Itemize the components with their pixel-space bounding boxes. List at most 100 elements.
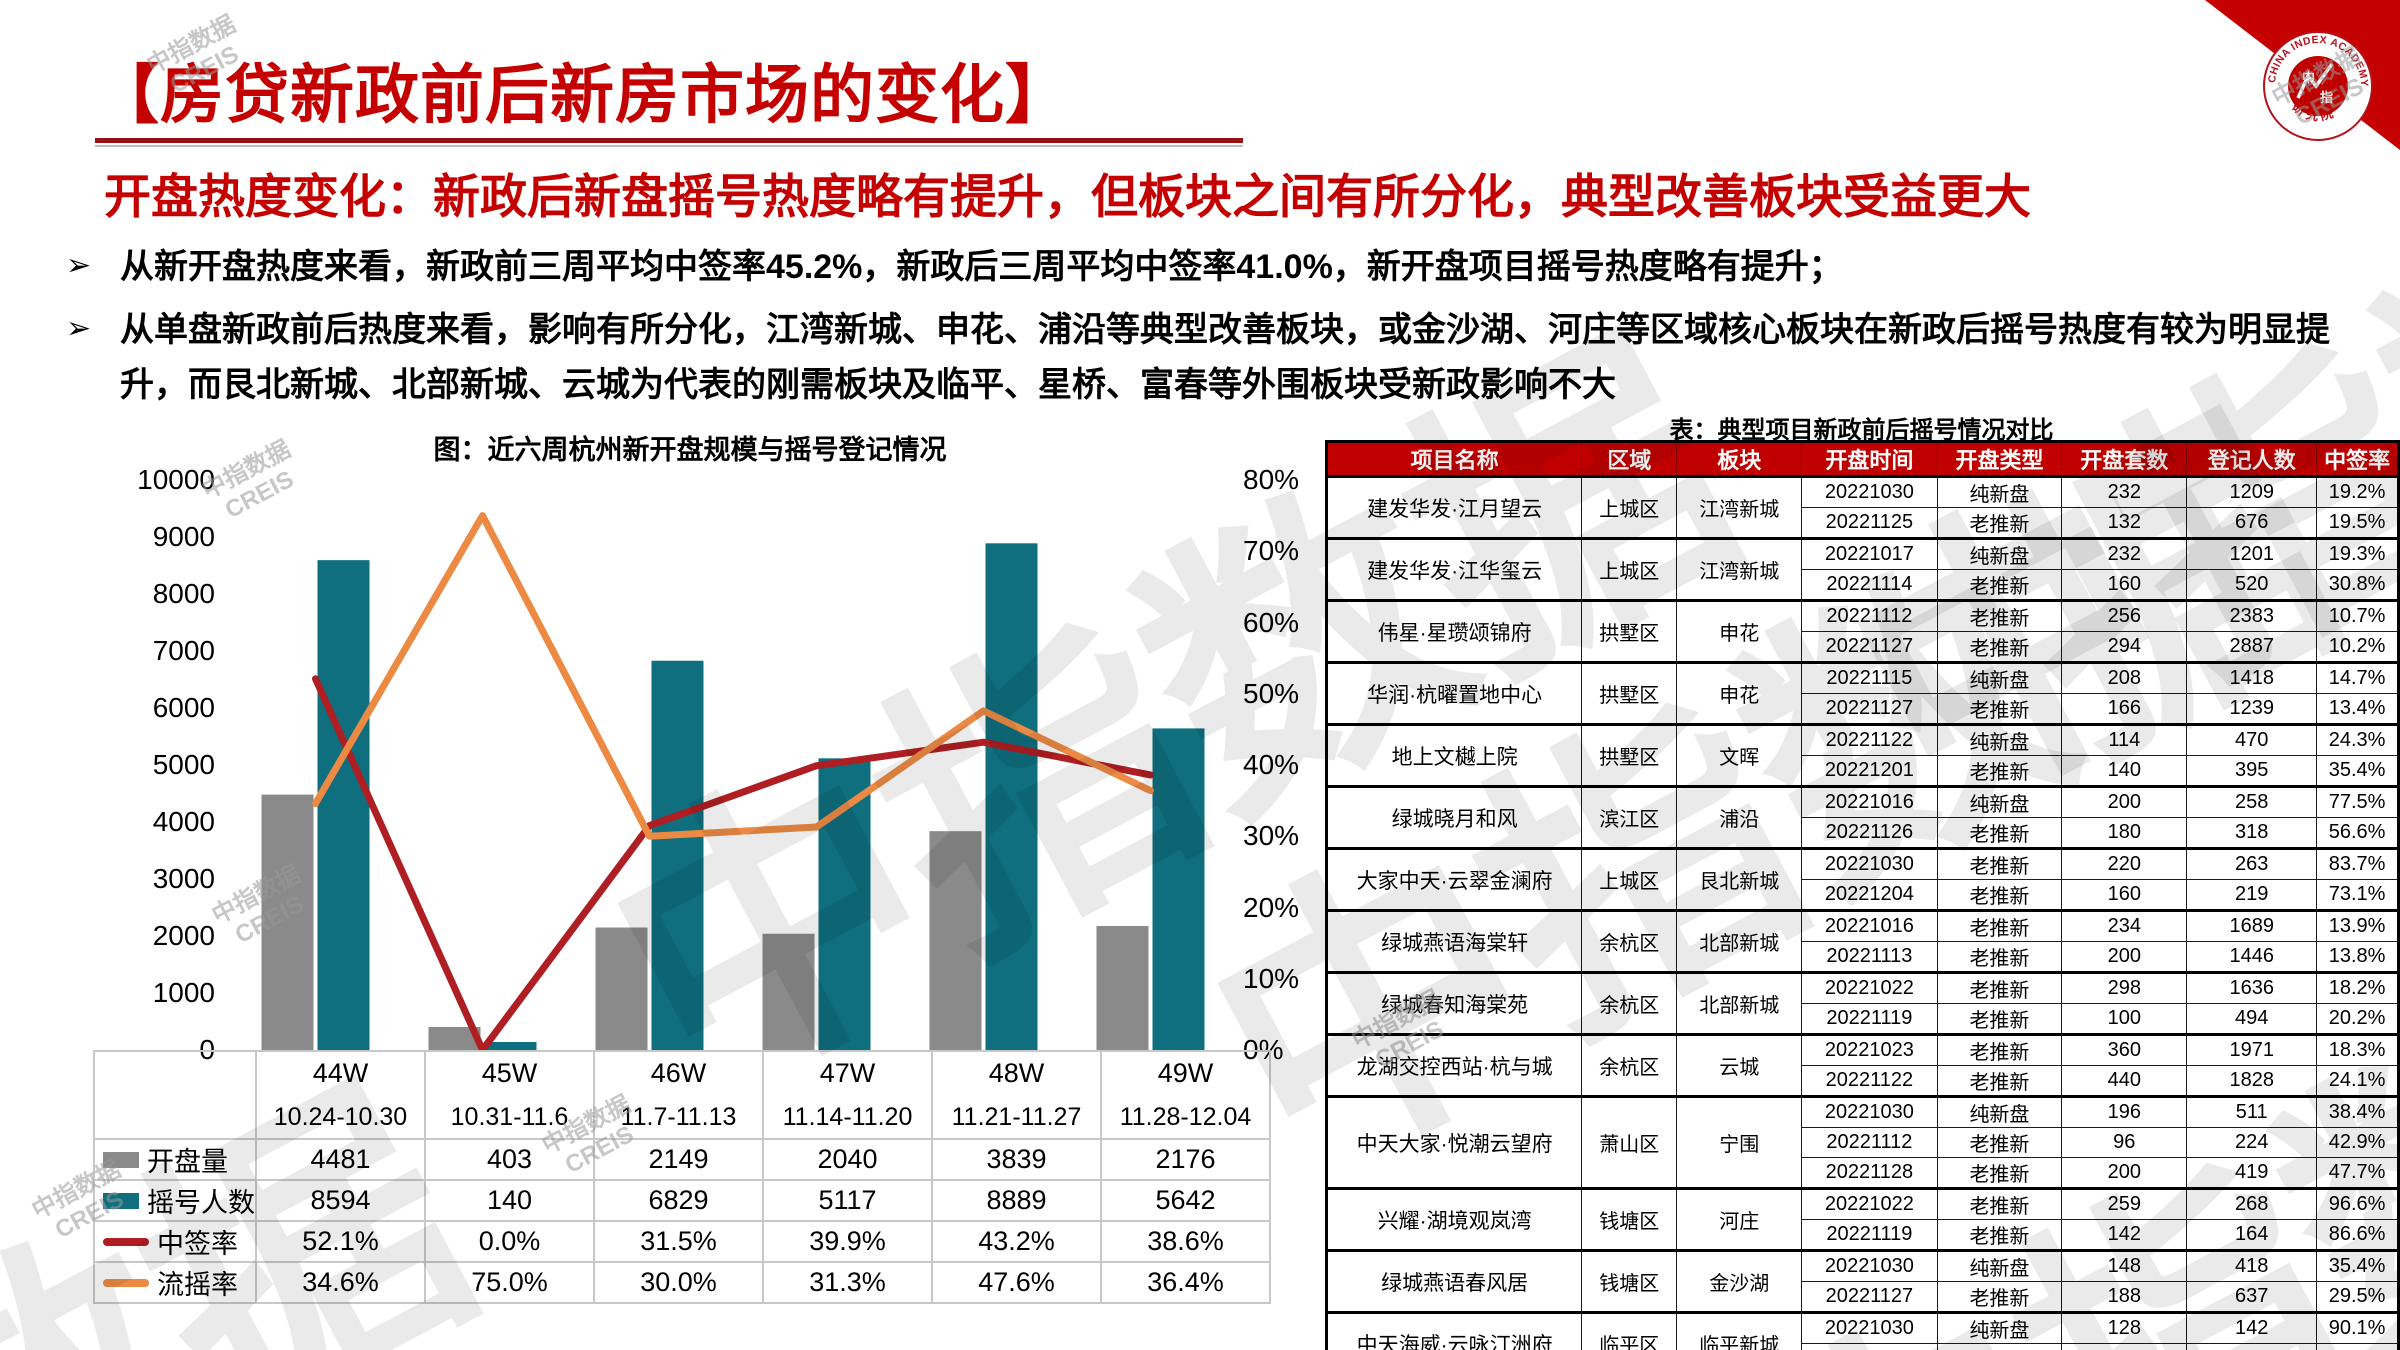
projects-table-row: 兴耀·湖境观岚湾 钱塘区 河庄 20221022 老推新 259 268 96.6% — [1325, 1187, 2399, 1251]
open-type-cell: 老推新 — [1936, 1281, 2063, 1313]
units-cell: 96 — [2061, 1127, 2188, 1158]
chart-table-value-cell: 31.5% — [593, 1220, 764, 1263]
district-cell: 上城区 — [1581, 537, 1678, 601]
win-rate-cell: 24.3% — [2316, 723, 2399, 756]
legend-bar-swatch-开盘量 — [103, 1151, 139, 1168]
projects-table-row: 建发华发·江月望云 上城区 江湾新城 20221030 纯新盘 232 1209 19.2% — [1325, 475, 2399, 539]
block-cell: 艮北新城 — [1676, 847, 1803, 911]
date-range-label: 11.28-12.04 — [1119, 1103, 1252, 1131]
units-cell: 232 — [2061, 537, 2188, 570]
project-name-cell: 中天海威·云咏汀洲府 — [1325, 1311, 1583, 1350]
units-cell: 128 — [2061, 1311, 2188, 1344]
right-axis-tick: 20% — [1243, 891, 1300, 923]
district-cell: 余杭区 — [1581, 909, 1678, 973]
district-cell: 滨江区 — [1581, 785, 1678, 849]
projects-table-row: 20221127 老推新 294 2887 10.2% — [1327, 631, 2399, 663]
open-type-cell: 老推新 — [1936, 879, 2063, 911]
registrations-cell: 2383 — [2186, 599, 2318, 632]
win-rate-cell: 13.4% — [2316, 693, 2399, 725]
bullet-text: 从新开盘热度来看，新政前三周平均中签率45.2%，新政后三周平均中签率41.0%… — [120, 248, 1843, 286]
left-axis-tick: 9000 — [152, 521, 215, 552]
project-name-cell: 绿城燕语春风居 — [1325, 1249, 1583, 1313]
units-cell: 100 — [2061, 1003, 2188, 1035]
project-name-cell: 建发华发·江月望云 — [1325, 475, 1583, 539]
block-cell: 金沙湖 — [1676, 1249, 1803, 1313]
week-label: 46W — [650, 1058, 707, 1088]
open-date-cell: 20221030 — [1801, 1311, 1938, 1344]
chart-table-value-cell: 0.0% — [424, 1220, 595, 1263]
projects-table-row: 20221119 老推新 142 164 86.6% — [1327, 1219, 2399, 1251]
combo-chart — [261, 512, 1205, 1052]
district-cell: 余杭区 — [1581, 1033, 1678, 1097]
open-type-cell: 老推新 — [1936, 599, 2063, 632]
win-rate-cell: 13.9% — [2316, 909, 2399, 942]
units-cell: 140 — [2061, 755, 2188, 787]
block-cell: 申花 — [1676, 661, 1803, 725]
bullet-arrow-icon: ➢ — [66, 312, 92, 346]
date-range-label: 11.7-11.13 — [620, 1103, 737, 1131]
title-underline — [95, 138, 1243, 147]
chart-table-value-cell: 39.9% — [762, 1220, 933, 1263]
open-date-cell: 20221030 — [1801, 1095, 1938, 1128]
bar-开盘量-48W — [929, 831, 982, 1050]
district-cell: 余杭区 — [1581, 971, 1678, 1035]
open-type-cell: 纯新盘 — [1936, 537, 2063, 570]
project-name-cell: 绿城燕语海棠轩 — [1325, 909, 1583, 973]
units-cell: 208 — [2061, 661, 2188, 694]
registrations-cell: 676 — [2186, 507, 2318, 539]
chart-table-value-cell: 2149 — [593, 1138, 764, 1181]
projects-table-row: 绿城晓月和风 滨江区 浦沿 20221016 纯新盘 200 258 77.5% — [1325, 785, 2399, 849]
bullet-item: ➢ 从单盘新政前后热度来看，影响有所分化，江湾新城、申花、浦沿等典型改善板块，或金… — [62, 303, 2342, 413]
project-name-cell: 大家中天·云翠金澜府 — [1325, 847, 1583, 911]
open-date-cell: 20221113 — [1801, 941, 1938, 973]
units-cell: 114 — [2061, 723, 2188, 756]
projects-table-row: 龙湖交控西站·杭与城 余杭区 云城 20221023 老推新 360 1971 18.3% — [1325, 1033, 2399, 1097]
open-type-cell: 老推新 — [1936, 847, 2063, 880]
registrations-cell: 2887 — [2186, 631, 2318, 663]
bar-开盘量-47W — [762, 933, 815, 1050]
win-rate-cell: 56.6% — [2316, 817, 2399, 849]
projects-table-row: 20221201 老推新 140 395 35.4% — [1327, 755, 2399, 787]
projects-table-header-4: 开盘时间 — [1801, 441, 1938, 477]
bar-摇号人数-45W — [484, 1042, 537, 1050]
chart-table-value-cell: 3839 — [931, 1138, 1102, 1181]
win-rate-cell: 47.7% — [2316, 1157, 2399, 1189]
open-date-cell: 20221119 — [1801, 1219, 1938, 1251]
open-type-cell: 纯新盘 — [1936, 723, 2063, 756]
project-name-cell: 中天大家·悦潮云望府 — [1325, 1095, 1583, 1189]
registrations-cell: 494 — [2186, 1003, 2318, 1035]
registrations-cell: 419 — [2186, 1157, 2318, 1189]
line-流摇率 — [312, 512, 1154, 840]
registrations-cell: 470 — [2186, 723, 2318, 756]
block-cell: 浦沿 — [1676, 785, 1803, 849]
open-type-cell: 老推新 — [1936, 817, 2063, 849]
right-axis-tick: 80% — [1243, 464, 1300, 495]
open-date-cell: 20221127 — [1801, 693, 1938, 725]
open-type-cell: 老推新 — [1936, 941, 2063, 973]
open-date-cell: 20221016 — [1801, 785, 1938, 818]
week-label: 48W — [988, 1058, 1045, 1088]
open-date-cell: 20221030 — [1801, 847, 1938, 880]
week-label: 45W — [481, 1058, 538, 1088]
district-cell: 拱墅区 — [1581, 661, 1678, 725]
open-type-cell: 老推新 — [1936, 507, 2063, 539]
open-type-cell: 老推新 — [1936, 1157, 2063, 1189]
open-date-cell: 20221017 — [1801, 537, 1938, 570]
week-label: 47W — [819, 1058, 876, 1088]
open-date-cell: 20221128 — [1801, 1157, 1938, 1189]
open-type-cell: 纯新盘 — [1936, 1095, 2063, 1128]
block-cell: 文晖 — [1676, 723, 1803, 787]
win-rate-cell: 83.7% — [2316, 847, 2399, 880]
units-cell: 200 — [2061, 941, 2188, 973]
bar-摇号人数-49W — [1152, 728, 1205, 1050]
projects-table-row: 20221127 老推新 166 1239 13.4% — [1327, 693, 2399, 725]
open-date-cell: 20221119 — [1801, 1003, 1938, 1035]
date-range-label: 11.14-11.20 — [782, 1103, 913, 1131]
registrations-cell: 1828 — [2186, 1065, 2318, 1097]
date-range-label: 10.24-10.30 — [273, 1103, 408, 1131]
projects-table-row: 地上文樾上院 拱墅区 文晖 20221122 纯新盘 114 470 24.3% — [1325, 723, 2399, 787]
registrations-cell: 511 — [2186, 1095, 2318, 1128]
registrations-cell: 520 — [2186, 569, 2318, 601]
block-cell: 临平新城 — [1676, 1311, 1803, 1350]
